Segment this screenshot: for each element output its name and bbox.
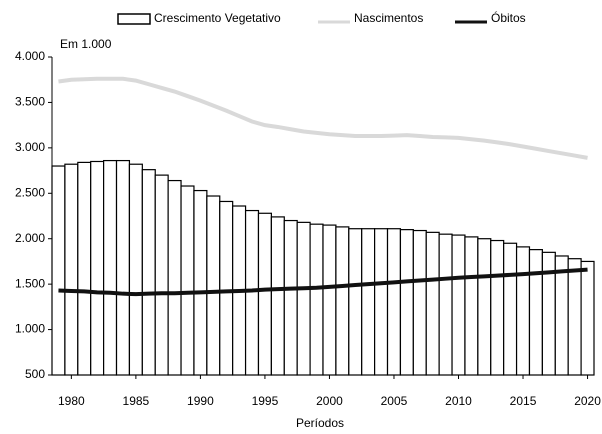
x-tick-label: 2010 [445,394,472,408]
bar [141,169,156,376]
legend-swatch [117,13,151,25]
legend-label: Nascimentos [354,11,423,25]
x-tick-label: 2005 [381,394,408,408]
bar [554,255,569,376]
x-tick-label: 2015 [510,394,537,408]
bar [361,228,376,376]
bar [490,239,505,376]
y-tick-label: 1.500 [15,276,45,290]
bar [464,236,479,376]
bar [503,242,518,376]
bar [103,159,118,376]
bar [322,224,337,376]
bar [270,216,285,376]
bar [128,163,143,376]
bar [64,163,79,376]
bar [206,195,221,376]
bar [425,231,440,376]
legend-label: Crescimento Vegetativo [154,11,281,25]
bar [154,174,169,376]
unit-annotation: Em 1.000 [60,37,112,51]
bar [167,179,182,376]
bar [567,258,582,376]
bar [219,200,234,376]
bar [438,233,453,376]
bar [283,219,298,376]
bar [115,159,131,376]
y-tick-label: 3.000 [15,140,45,154]
bar [451,234,466,376]
x-tick-label: 1990 [187,394,214,408]
bar [244,209,260,376]
bar [180,185,195,376]
bar [51,165,66,376]
y-tick-label: 1.000 [15,322,45,336]
x-tick-label: 1985 [123,394,150,408]
legend-label: Óbitos [491,10,526,25]
bar [296,221,311,376]
line-series [58,76,588,160]
bar [580,260,595,376]
bar [386,228,402,376]
y-tick-label: 500 [25,367,45,381]
bar [399,229,414,376]
x-tick-label: 2020 [574,394,601,408]
x-tick-label: 1980 [58,394,85,408]
y-tick-label: 2.500 [15,185,45,199]
bar [477,238,492,376]
bar [335,226,350,376]
bar [193,189,208,376]
bar [77,161,92,376]
bar [528,249,543,376]
bar [515,246,531,376]
x-tick-label: 2000 [316,394,343,408]
bar [374,228,389,376]
x-axis-title: Períodos [296,416,344,430]
x-tick-label: 1995 [252,394,279,408]
bar [90,160,105,376]
y-tick-label: 4.000 [15,49,45,63]
bar [257,212,272,376]
bar [412,229,427,376]
y-tick-label: 3.500 [15,95,45,109]
bar [348,228,363,376]
bar [309,223,324,376]
line-series [58,267,588,297]
y-tick-label: 2.000 [15,231,45,245]
